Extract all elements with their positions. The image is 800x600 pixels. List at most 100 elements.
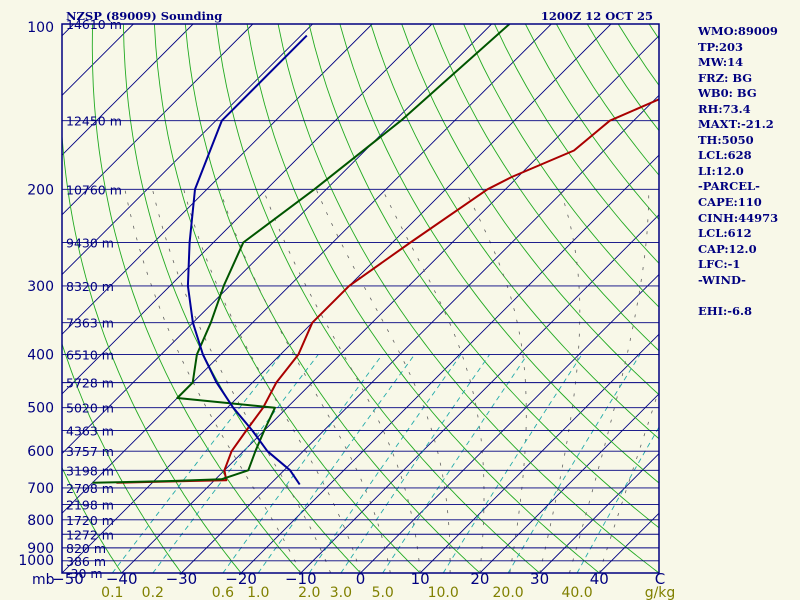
mixing-ratio-unit-label: g/kg <box>645 585 676 600</box>
temperature-trace <box>116 98 659 484</box>
pressure-tick-label: 500 <box>27 401 54 417</box>
height-label: 3198 m <box>66 463 114 478</box>
mixing-ratio-label: 40.0 <box>561 585 592 600</box>
height-label: 820 m <box>66 541 106 556</box>
isotherm-line <box>62 24 492 455</box>
stat-line-mw: MW:14 <box>698 55 744 70</box>
stat-line-maxt: MAXT:-21.2 <box>698 117 774 132</box>
parcel-trace <box>186 34 308 486</box>
temperature-tick-label: −30 <box>166 570 198 588</box>
isotherm-line <box>62 24 313 276</box>
height-label: 5728 m <box>66 376 114 391</box>
height-label: 8320 m <box>66 279 114 294</box>
height-label: 9430 m <box>66 235 114 250</box>
mixing-ratio-label: 0.1 <box>101 585 123 600</box>
isotherm-line <box>300 214 659 573</box>
height-label: 2708 m <box>66 481 114 496</box>
temperature-tick-label: 20 <box>470 570 489 588</box>
isotherm-line <box>62 24 254 216</box>
height-label: 1272 m <box>66 527 114 542</box>
mixing-ratio-label: 0.6 <box>212 585 234 600</box>
stat-line-parcel-lcl: LCL:612 <box>698 226 752 241</box>
isotherm-line <box>419 333 659 573</box>
isotherm-line <box>181 94 659 573</box>
mixing-ratio-label: 10.0 <box>428 585 459 600</box>
pressure-tick-label: 1000 <box>18 553 54 569</box>
height-label: 4363 m <box>66 423 114 438</box>
sounding-indices-panel: WMO:89009 TP:203 MW:14 FRZ: BG WB0: BG R… <box>698 24 798 319</box>
height-label: 7363 m <box>66 316 114 331</box>
mixing-ratio-label: 1.0 <box>247 585 269 600</box>
isotherm-line <box>62 24 194 156</box>
stat-line-parcel-header: -PARCEL- <box>698 179 760 194</box>
stat-line-th: TH:5050 <box>698 132 754 147</box>
temperature-tick-label: −40 <box>106 570 138 588</box>
isotherm-line <box>539 452 659 573</box>
temperature-tick-label: 10 <box>411 570 430 588</box>
moist-adiabat <box>219 189 391 573</box>
pressure-tick-label: 300 <box>27 279 54 295</box>
stat-line-rh: RH:73.4 <box>698 101 751 116</box>
height-label: 2198 m <box>66 497 114 512</box>
plot-background <box>62 24 659 573</box>
stat-line-lcl: LCL:628 <box>698 148 752 163</box>
pressure-unit-label: mb <box>32 572 55 588</box>
pressure-tick-label: 200 <box>27 182 54 198</box>
pressure-tick-label: 600 <box>27 444 54 460</box>
pressure-tick-label: 100 <box>27 20 54 36</box>
valid-time: 1200Z 12 OCT 25 <box>541 9 653 23</box>
height-label: 12450 m <box>66 114 122 129</box>
stat-line-cinh: CINH:44973 <box>698 210 779 225</box>
height-label: 5020 m <box>66 401 114 416</box>
stat-line-li: LI:12.0 <box>698 163 744 178</box>
moist-adiabat <box>152 189 331 573</box>
height-label: 3757 m <box>66 444 114 459</box>
temperature-tick-label: 40 <box>590 570 609 588</box>
stat-line-wb0: WB0: BG <box>698 86 757 101</box>
chart-title: NZSP (89009) Sounding <box>66 9 222 23</box>
temperature-unit-label: C <box>655 570 665 588</box>
height-label: 10760 m <box>66 182 122 197</box>
dewpoint-trace <box>92 24 511 484</box>
height-label: 386 m <box>66 554 106 569</box>
stat-line-tp: TP:203 <box>698 39 744 54</box>
isotherm-line <box>360 273 659 573</box>
height-label: 1720 m <box>66 513 114 528</box>
mixing-ratio-label: 5.0 <box>372 585 394 600</box>
height-label: 6510 m <box>66 348 114 363</box>
pressure-tick-label: 400 <box>27 348 54 364</box>
temperature-tick-label: 30 <box>530 570 549 588</box>
sounding-traces <box>92 24 659 486</box>
moist-adiabat <box>124 189 302 573</box>
pressure-tick-label: 900 <box>27 541 54 557</box>
isotherm-line <box>479 393 659 573</box>
stat-line-wind-header: -WIND- <box>698 272 746 287</box>
isotherm-line <box>0 24 14 573</box>
temperature-tick-label: 0 <box>356 570 366 588</box>
stat-spacer <box>698 288 798 304</box>
temperature-tick-label: −10 <box>285 570 317 588</box>
isotherm-line <box>62 24 552 514</box>
stat-line-cap: CAP:12.0 <box>698 241 757 256</box>
temperature-tick-label: −20 <box>225 570 257 588</box>
mixing-ratio-label: 0.2 <box>142 585 164 600</box>
stat-line-cape: CAPE:110 <box>698 195 762 210</box>
stat-line-ehi: EHI:-6.8 <box>698 303 753 318</box>
moist-adiabat <box>539 189 581 573</box>
mixing-ratio-label: 2.0 <box>298 585 320 600</box>
mixing-ratio-label: 20.0 <box>493 585 524 600</box>
plot-frame <box>61 23 660 574</box>
isotherm-line <box>240 154 659 573</box>
mixing-ratio-label: 3.0 <box>330 585 352 600</box>
stat-line-wmo: WMO:89009 <box>698 24 778 38</box>
isotherm-line <box>62 24 433 395</box>
pressure-tick-label: 700 <box>27 481 54 497</box>
pressure-tick-label: 800 <box>27 513 54 529</box>
stat-line-lfc: LFC:-1 <box>698 257 741 272</box>
isotherm-line <box>62 24 373 335</box>
temperature-tick-label: −50 <box>52 570 84 588</box>
stat-line-frz: FRZ: BG <box>698 70 753 85</box>
